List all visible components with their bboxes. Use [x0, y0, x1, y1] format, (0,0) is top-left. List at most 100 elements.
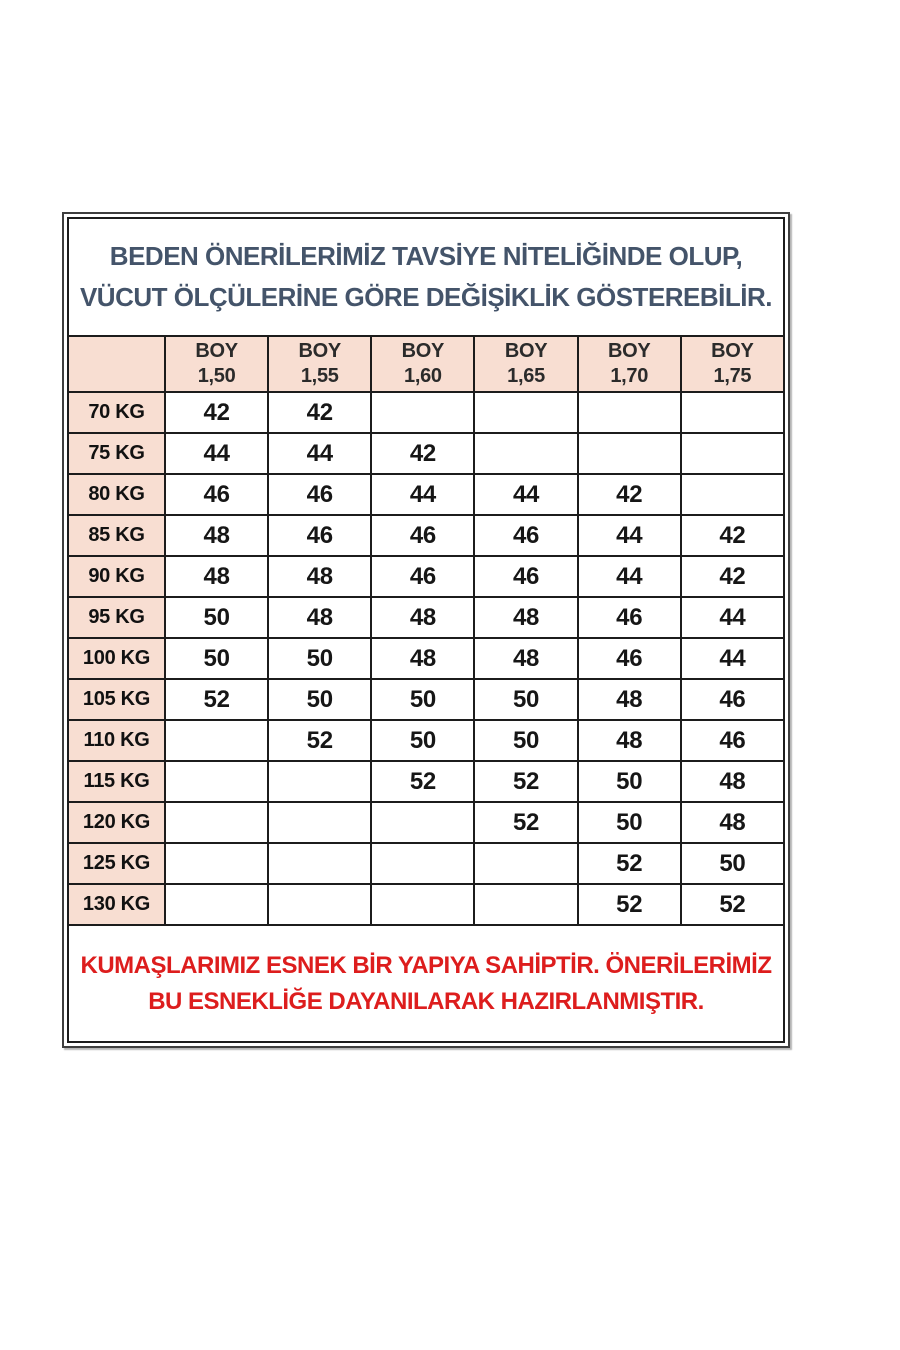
size-cell: 46 — [473, 555, 579, 598]
size-cell: 50 — [267, 637, 373, 680]
table-row: 75 KG 44 44 42 — [67, 432, 786, 475]
size-cell: 48 — [576, 719, 682, 762]
table-row: 130 KG 52 52 — [67, 883, 786, 926]
size-cell: 44 — [576, 514, 682, 557]
size-cell — [473, 391, 579, 434]
table-row: 120 KG 52 50 48 — [67, 801, 786, 844]
size-cell: 52 — [576, 842, 682, 885]
size-cell — [576, 391, 682, 434]
size-cell: 50 — [267, 678, 373, 721]
size-cell: 48 — [370, 596, 476, 639]
size-cell: 52 — [370, 760, 476, 803]
row-label: 75 KG — [67, 432, 166, 475]
size-cell — [267, 760, 373, 803]
size-cell: 44 — [473, 473, 579, 516]
size-cell: 42 — [267, 391, 373, 434]
top-disclaimer-line1: BEDEN ÖNERİLERİMİZ TAVSİYE NİTELİĞİNDE O… — [109, 241, 743, 271]
size-cell: 52 — [473, 760, 579, 803]
top-disclaimer: BEDEN ÖNERİLERİMİZ TAVSİYE NİTELİĞİNDE O… — [67, 217, 785, 337]
col-header-title: BOY — [504, 340, 548, 362]
size-cell: 42 — [576, 473, 682, 516]
size-cell: 48 — [163, 514, 270, 557]
size-chart-container: BEDEN ÖNERİLERİMİZ TAVSİYE NİTELİĞİNDE O… — [62, 212, 790, 1048]
table-row: 105 KG 52 50 50 50 48 46 — [67, 678, 786, 721]
size-table-head: BOY 1,50 BOY 1,55 BOY 1,60 BOY 1,65 BOY 1,70 BOY 1,… — [67, 335, 786, 393]
row-label: 110 KG — [67, 719, 166, 762]
corner-cell — [67, 335, 166, 393]
size-cell: 44 — [370, 473, 476, 516]
col-header-title: BOY — [298, 340, 342, 362]
size-cell: 48 — [473, 596, 579, 639]
size-cell: 46 — [267, 514, 373, 557]
size-cell: 48 — [267, 596, 373, 639]
size-cell: 44 — [679, 637, 786, 680]
size-cell: 46 — [576, 596, 682, 639]
col-header-boy-1,60: BOY 1,60 — [370, 335, 476, 393]
size-cell: 52 — [679, 883, 786, 926]
size-cell — [163, 883, 270, 926]
size-cell — [473, 883, 579, 926]
size-cell — [267, 883, 373, 926]
size-cell: 44 — [267, 432, 373, 475]
col-header-title: BOY — [711, 340, 754, 362]
bottom-disclaimer-line2: BU ESNEKLİĞE DAYANILARAK HAZIRLANMIŞTIR. — [148, 987, 704, 1015]
table-row: 95 KG 50 48 48 48 46 44 — [67, 596, 786, 639]
size-table: BOY 1,50 BOY 1,55 BOY 1,60 BOY 1,65 BOY 1,70 BOY 1,… — [67, 335, 786, 926]
bottom-disclaimer: KUMAŞLARIMIZ ESNEK BİR YAPIYA SAHİPTİR. … — [67, 924, 785, 1043]
table-row: 125 KG 52 50 — [67, 842, 786, 885]
row-label: 130 KG — [67, 883, 166, 926]
size-cell: 50 — [370, 678, 476, 721]
size-cell: 42 — [679, 555, 786, 598]
col-header-title: BOY — [195, 340, 238, 362]
size-cell: 48 — [370, 637, 476, 680]
size-cell — [163, 842, 270, 885]
size-cell: 50 — [473, 719, 579, 762]
size-table-header-row: BOY 1,50 BOY 1,55 BOY 1,60 BOY 1,65 BOY 1,70 BOY 1,… — [67, 335, 786, 393]
table-row: 115 KG 52 52 50 48 — [67, 760, 786, 803]
row-label: 115 KG — [67, 760, 166, 803]
size-cell — [370, 801, 476, 844]
col-header-boy-1,50: BOY 1,50 — [163, 335, 270, 393]
col-header-value: 1,70 — [610, 365, 649, 387]
size-cell — [576, 432, 682, 475]
size-cell: 50 — [679, 842, 786, 885]
size-cell: 42 — [370, 432, 476, 475]
size-cell: 52 — [163, 678, 270, 721]
row-label: 100 KG — [67, 637, 166, 680]
size-cell: 42 — [679, 514, 786, 557]
col-header-value: 1,75 — [713, 365, 752, 387]
size-table-body: 70 KG 42 42 75 KG 44 44 42 80 KG 46 46 44 44 42 85 KG… — [67, 391, 786, 926]
size-cell: 46 — [576, 637, 682, 680]
size-cell: 48 — [267, 555, 373, 598]
col-header-value: 1,50 — [197, 365, 236, 387]
col-header-value: 1,65 — [507, 365, 545, 387]
row-label: 95 KG — [67, 596, 166, 639]
col-header-boy-1,75: BOY 1,75 — [679, 335, 786, 393]
size-cell: 50 — [576, 801, 682, 844]
size-cell — [163, 719, 270, 762]
table-row: 70 KG 42 42 — [67, 391, 786, 434]
size-cell: 46 — [267, 473, 373, 516]
table-row: 110 KG 52 50 50 48 46 — [67, 719, 786, 762]
table-row: 90 KG 48 48 46 46 44 42 — [67, 555, 786, 598]
size-cell: 50 — [163, 596, 270, 639]
size-cell: 46 — [370, 514, 476, 557]
size-cell: 48 — [679, 760, 786, 803]
size-cell: 52 — [473, 801, 579, 844]
size-cell: 46 — [679, 678, 786, 721]
size-cell: 48 — [576, 678, 682, 721]
size-cell: 52 — [576, 883, 682, 926]
size-cell — [473, 842, 579, 885]
size-cell — [370, 842, 476, 885]
size-cell — [679, 432, 786, 475]
size-cell: 46 — [473, 514, 579, 557]
col-header-value: 1,55 — [300, 365, 339, 387]
size-cell: 50 — [473, 678, 579, 721]
size-cell: 50 — [163, 637, 270, 680]
size-cell: 46 — [163, 473, 270, 516]
bottom-disclaimer-line1: KUMAŞLARIMIZ ESNEK BİR YAPIYA SAHİPTİR. … — [80, 951, 772, 979]
col-header-boy-1,65: BOY 1,65 — [473, 335, 579, 393]
size-cell: 48 — [679, 801, 786, 844]
row-label: 70 KG — [67, 391, 166, 434]
